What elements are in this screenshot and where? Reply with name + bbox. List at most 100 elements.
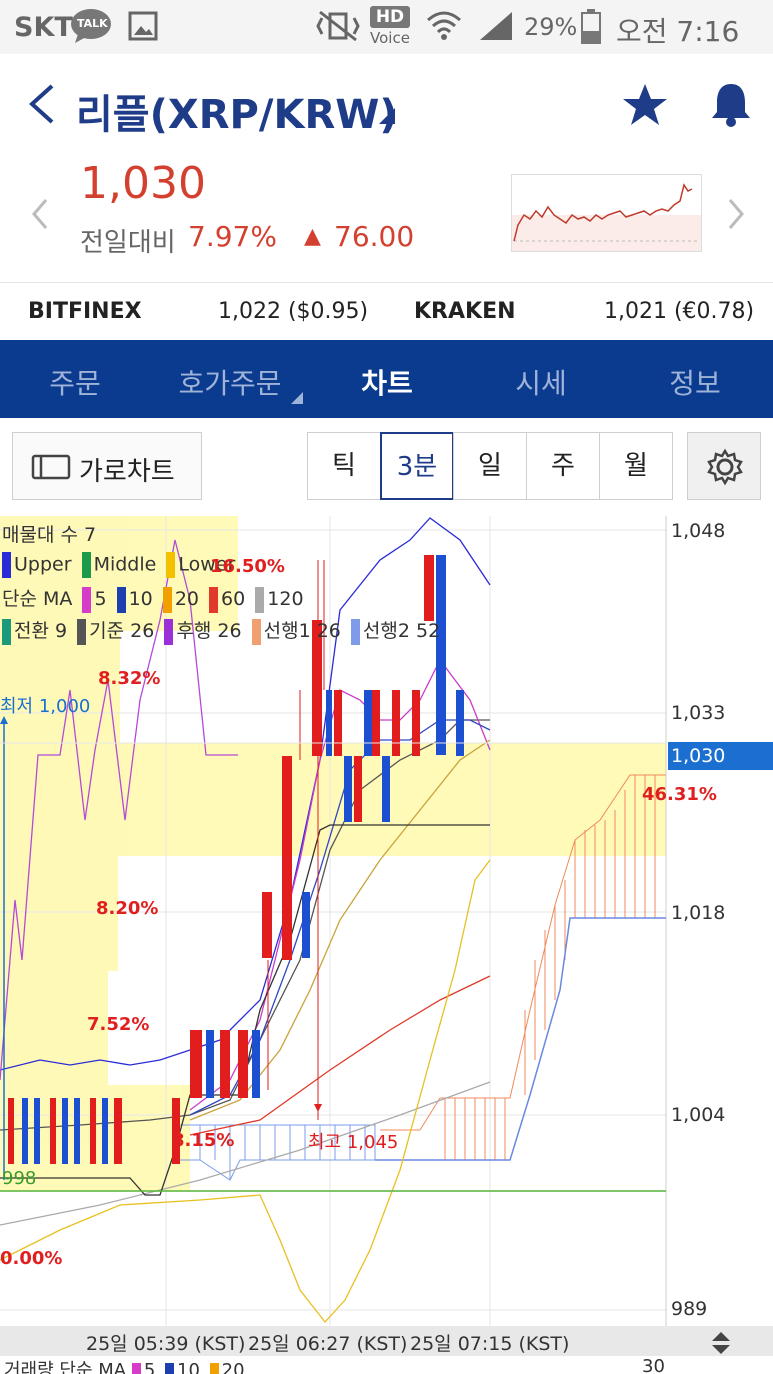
legend-ma-20: 20 xyxy=(174,588,199,610)
exchange-value: 1,021 (€0.78) xyxy=(604,299,755,324)
exchange-prices: BITFINEX 1,022 ($0.95) KRAKEN 1,021 (€0.… xyxy=(0,282,773,342)
change-percent: 7.97% xyxy=(188,220,277,253)
volume-legend-label: 거래량 단순 MA xyxy=(4,1360,127,1374)
volume-ma-20: 20 xyxy=(221,1360,245,1374)
legend-middle-label: Middle xyxy=(93,553,157,576)
candles xyxy=(0,555,464,1180)
main-tabs: 주문 호가주문 차트 시세 정보 xyxy=(0,340,773,418)
legend-ma-5: 5 xyxy=(94,588,107,610)
tab-order[interactable]: 주문 xyxy=(49,367,101,400)
wifi-icon xyxy=(424,8,464,51)
landscape-icon xyxy=(31,454,71,487)
legend-base: 기준 26 xyxy=(89,620,155,642)
star-icon[interactable] xyxy=(621,82,669,132)
x-axis-label: 25일 05:39 (KST) xyxy=(86,1333,246,1355)
bollinger-lower-line xyxy=(0,859,491,1324)
signal-icon xyxy=(478,10,514,49)
high-marker: 최고 1,045 xyxy=(308,1132,399,1153)
chart-toolbar: 가로차트 틱 3분 일 주 월 xyxy=(0,418,773,514)
volume-profile-pct: 0.00% xyxy=(0,1248,63,1269)
lagging-span-line xyxy=(0,539,238,1081)
landscape-chart-label: 가로차트 xyxy=(79,457,175,487)
volume-legend: 거래량 단순 MA 5 10 20 30 xyxy=(0,1356,773,1374)
legend-ma-120: 120 xyxy=(267,588,304,610)
talk-badge: TALK xyxy=(77,17,108,30)
y-axis-label: 1,048 xyxy=(671,520,726,542)
kakaotalk-icon: TALK xyxy=(70,8,112,43)
legend-leading1: 선행1 26 xyxy=(263,620,341,642)
tab-chart[interactable]: 차트 xyxy=(361,367,413,400)
chart-settings-button[interactable] xyxy=(687,432,761,500)
ichimoku-cloud xyxy=(375,774,666,1161)
hd-badge: HD xyxy=(370,6,410,28)
legend-ma-label: 단순 MA xyxy=(2,588,73,610)
tab-market[interactable]: 시세 xyxy=(515,367,567,400)
period-day-button[interactable]: 일 xyxy=(453,432,527,500)
x-axis-label: 25일 06:27 (KST) xyxy=(248,1333,408,1355)
legend-lagging: 후행 26 xyxy=(176,620,242,642)
high-arrow-icon xyxy=(314,1104,322,1112)
volume-ma-5: 5 xyxy=(143,1360,156,1374)
period-tick-button[interactable]: 틱 xyxy=(307,432,381,500)
status-bar: SKT TALK HD Voice 29% 오전 7:16 xyxy=(0,0,773,54)
ichimoku-cloud-blue xyxy=(180,1124,376,1181)
gallery-icon xyxy=(128,11,158,48)
drag-handle-icon[interactable] xyxy=(706,1330,736,1361)
volume-profile-pct: 8.20% xyxy=(96,898,159,919)
change-label: 전일대비 xyxy=(80,228,176,258)
price-chart[interactable]: 매물대 수 7 Upper Middle Lower 단순 MA 5 10 20… xyxy=(0,514,773,1334)
tab-orderbook[interactable]: 호가주문 xyxy=(178,367,282,400)
clock: 오전 7:16 xyxy=(616,15,740,48)
current-price-tag: 1,030 xyxy=(668,742,773,770)
exchange-name: KRAKEN xyxy=(414,299,516,324)
legend-bollinger: Upper Middle Lower xyxy=(2,552,235,578)
vibrate-mute-icon xyxy=(314,10,362,49)
volume-ma-10: 10 xyxy=(177,1360,200,1374)
legend-conversion: 전환 9 xyxy=(14,620,68,642)
y-axis-label: 1,018 xyxy=(671,902,726,924)
change-amount: 76.00 xyxy=(334,220,415,253)
green-line-label: 998 xyxy=(2,1168,37,1189)
period-week-button[interactable]: 주 xyxy=(526,432,600,500)
tab-dropdown-icon xyxy=(289,390,305,410)
legend-leading2: 선행2 52 xyxy=(362,620,441,642)
back-icon[interactable] xyxy=(22,82,62,130)
price-panel xyxy=(0,154,773,282)
time-axis: 25일 05:39 (KST) 25일 06:27 (KST) 25일 07:1… xyxy=(0,1326,773,1374)
low-marker: 최저 1,000 xyxy=(0,696,91,717)
tab-info[interactable]: 정보 xyxy=(669,367,721,400)
landscape-chart-button[interactable]: 가로차트 xyxy=(12,432,202,500)
legend-upper-label: Upper xyxy=(14,553,72,576)
carrier-label: SKT xyxy=(14,12,73,43)
mini-sparkline[interactable] xyxy=(511,174,702,252)
gear-icon xyxy=(706,448,744,493)
current-price: 1,030 xyxy=(80,158,206,209)
ma-120-line xyxy=(0,1081,491,1226)
exchange-name: BITFINEX xyxy=(28,299,142,324)
bollinger-upper-line xyxy=(0,517,491,1071)
legend-ma-60: 60 xyxy=(221,588,246,610)
battery-percent: 29% xyxy=(524,13,578,41)
voice-label: Voice xyxy=(370,29,410,47)
low-arrow-icon xyxy=(0,716,8,724)
x-axis-label: 25일 07:15 (KST) xyxy=(410,1333,570,1355)
page-title[interactable]: 리플(XRP/KRW) xyxy=(76,92,398,138)
volume-profile-pct: 8.15% xyxy=(172,1130,235,1151)
legend-ichimoku: 전환 9 기준 26 후행 26 선행1 26 선행2 52 xyxy=(2,616,440,645)
volume-profile-pct: 7.52% xyxy=(87,1014,150,1035)
legend-ma-10: 10 xyxy=(128,588,153,610)
period-month-button[interactable]: 월 xyxy=(599,432,673,500)
prev-coin-icon[interactable] xyxy=(28,196,52,236)
volume-axis-label: 30 xyxy=(642,1356,665,1374)
exchange-value: 1,022 ($0.95) xyxy=(218,299,369,324)
next-coin-icon[interactable] xyxy=(724,196,748,236)
legend-lower-label: Lower xyxy=(178,553,236,576)
y-axis-label: 1,004 xyxy=(671,1104,726,1126)
period-3min-button[interactable]: 3분 xyxy=(380,432,454,500)
bell-icon[interactable] xyxy=(708,80,754,132)
legend-ma: 단순 MA 5 10 20 60 120 xyxy=(2,584,304,613)
up-arrow-icon: ▲ xyxy=(304,224,321,249)
volume-profile-pct: 46.31% xyxy=(642,784,717,805)
dropdown-triangle-icon[interactable] xyxy=(377,106,397,130)
volume-profile-pct: 16.50% xyxy=(210,556,285,577)
